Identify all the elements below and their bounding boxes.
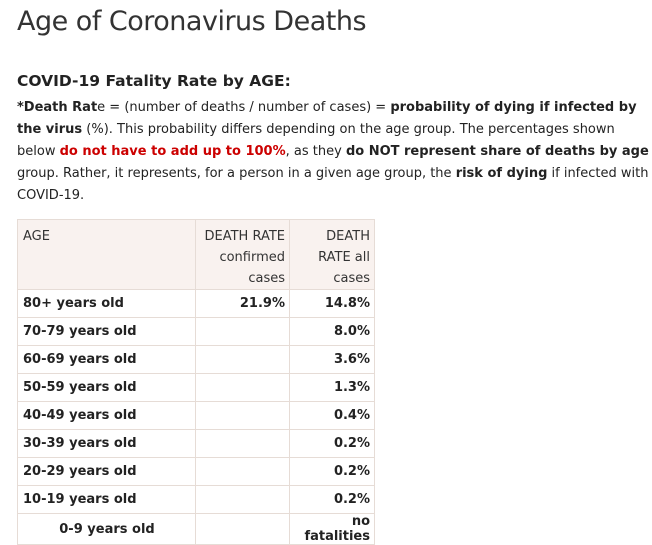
all-rate-cell: 0.4% bbox=[289, 401, 375, 430]
table-row: 50-59 years old 1.3% bbox=[17, 373, 375, 402]
table-row: 60-69 years old 3.6% bbox=[17, 345, 375, 374]
confirmed-rate-cell bbox=[195, 373, 290, 402]
confirmed-rate-cell bbox=[195, 317, 290, 346]
header-death-rate-confirmed: DEATH RATE confirmed cases bbox=[195, 219, 290, 290]
table-row: 30-39 years old 0.2% bbox=[17, 429, 375, 458]
description-text: = (number of deaths / number of cases) = bbox=[105, 100, 391, 115]
death-rate-term: *Death Rate bbox=[17, 100, 106, 115]
table-row: 10-19 years old 0.2% bbox=[17, 485, 375, 514]
table-row: 70-79 years old 8.0% bbox=[17, 317, 375, 346]
age-cell: 60-69 years old bbox=[17, 345, 196, 374]
description-text: group. Rather, it represents, for a pers… bbox=[17, 166, 456, 181]
page-title: Age of Coronavirus Deaths bbox=[17, 6, 367, 37]
all-rate-cell: 1.3% bbox=[289, 373, 375, 402]
table-row: 20-29 years old 0.2% bbox=[17, 457, 375, 486]
age-cell: 80+ years old bbox=[17, 289, 196, 318]
fatality-rate-table: AGE DEATH RATE confirmed cases DEATH RAT… bbox=[17, 219, 375, 545]
all-rate-cell: 14.8% bbox=[289, 289, 375, 318]
confirmed-rate-cell bbox=[195, 513, 290, 545]
age-cell: 10-19 years old bbox=[17, 485, 196, 514]
confirmed-rate-cell bbox=[195, 429, 290, 458]
all-rate-cell: 0.2% bbox=[289, 429, 375, 458]
all-rate-cell: 8.0% bbox=[289, 317, 375, 346]
all-rate-cell: 0.2% bbox=[289, 485, 375, 514]
table-row: 40-49 years old 0.4% bbox=[17, 401, 375, 430]
description-emphasis: do NOT represent share of deaths by age bbox=[345, 144, 649, 159]
description-text: (%). This probability differs depending … bbox=[17, 122, 615, 159]
header-age: AGE bbox=[17, 219, 196, 290]
age-cell: 50-59 years old bbox=[17, 373, 196, 402]
all-rate-cell: 3.6% bbox=[289, 345, 375, 374]
age-cell: 70-79 years old bbox=[17, 317, 196, 346]
section-subtitle: COVID-19 Fatality Rate by AGE: bbox=[17, 72, 291, 90]
description-paragraph: *Death Rate = (number of deaths / number… bbox=[17, 97, 649, 207]
confirmed-rate-cell: 21.9% bbox=[195, 289, 290, 318]
table-header-row: AGE DEATH RATE confirmed cases DEATH RAT… bbox=[17, 219, 375, 290]
table-row: 0-9 years old no fatalities bbox=[17, 513, 375, 545]
age-cell: 30-39 years old bbox=[17, 429, 196, 458]
age-cell: 0-9 years old bbox=[17, 513, 196, 545]
all-rate-cell: no fatalities bbox=[289, 513, 375, 545]
description-emphasis: risk of dying bbox=[455, 166, 548, 181]
confirmed-rate-cell bbox=[195, 485, 290, 514]
all-rate-cell: 0.2% bbox=[289, 457, 375, 486]
description-text: if infected with COVID-19. bbox=[17, 166, 649, 203]
description-warning: do not have to add up to 100% bbox=[59, 144, 286, 159]
header-death-rate-all: DEATH RATE all cases bbox=[289, 219, 375, 290]
confirmed-rate-cell bbox=[195, 401, 290, 430]
age-cell: 20-29 years old bbox=[17, 457, 196, 486]
table-row: 80+ years old 21.9% 14.8% bbox=[17, 289, 375, 318]
description-emphasis: probability of dying if infected by the … bbox=[17, 100, 637, 137]
age-cell: 40-49 years old bbox=[17, 401, 196, 430]
confirmed-rate-cell bbox=[195, 457, 290, 486]
description-text: , as they bbox=[285, 144, 346, 159]
confirmed-rate-cell bbox=[195, 345, 290, 374]
